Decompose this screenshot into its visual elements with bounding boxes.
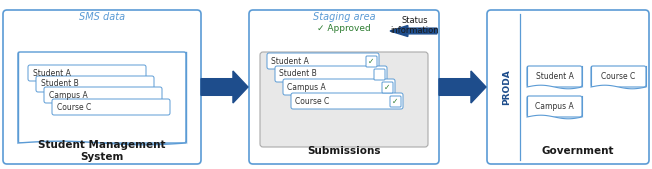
FancyBboxPatch shape [382, 82, 393, 93]
Text: Course C: Course C [295, 96, 329, 105]
Text: Campus A: Campus A [49, 91, 88, 100]
Text: Student A: Student A [33, 68, 71, 78]
Text: Status
information: Status information [391, 16, 439, 35]
Text: ✓: ✓ [393, 97, 398, 106]
FancyBboxPatch shape [267, 53, 379, 69]
Text: Student B: Student B [279, 69, 317, 78]
FancyBboxPatch shape [36, 76, 154, 92]
FancyBboxPatch shape [527, 66, 582, 87]
FancyBboxPatch shape [3, 10, 201, 164]
Text: PRODA: PRODA [503, 69, 512, 105]
FancyBboxPatch shape [291, 93, 403, 109]
FancyBboxPatch shape [18, 52, 186, 143]
Polygon shape [390, 26, 437, 37]
Text: Student B: Student B [41, 79, 79, 89]
Text: ✓: ✓ [368, 57, 375, 66]
FancyBboxPatch shape [374, 69, 385, 80]
FancyBboxPatch shape [283, 79, 395, 95]
FancyBboxPatch shape [44, 87, 162, 103]
FancyBboxPatch shape [527, 96, 582, 117]
Text: ✓: ✓ [384, 83, 391, 92]
FancyBboxPatch shape [390, 96, 401, 107]
Polygon shape [201, 71, 248, 103]
Text: Student Management
System: Student Management System [38, 140, 166, 162]
FancyBboxPatch shape [249, 10, 439, 164]
FancyBboxPatch shape [591, 66, 646, 87]
Text: SMS data: SMS data [79, 12, 125, 22]
FancyBboxPatch shape [275, 66, 387, 82]
Text: Course C: Course C [57, 103, 91, 112]
FancyBboxPatch shape [487, 10, 649, 164]
Text: Student A: Student A [535, 72, 574, 81]
Text: Student A: Student A [271, 56, 309, 66]
FancyBboxPatch shape [28, 65, 146, 81]
Text: Government: Government [542, 146, 614, 156]
FancyBboxPatch shape [52, 99, 170, 115]
FancyBboxPatch shape [260, 52, 428, 147]
Text: Staging area: Staging area [313, 12, 376, 22]
FancyBboxPatch shape [366, 56, 377, 67]
Text: Course C: Course C [601, 72, 636, 81]
Text: ✓ Approved: ✓ Approved [317, 24, 371, 33]
Text: Campus A: Campus A [287, 82, 326, 91]
Polygon shape [439, 71, 486, 103]
Text: Submissions: Submissions [307, 146, 381, 156]
Text: Campus A: Campus A [535, 102, 574, 111]
